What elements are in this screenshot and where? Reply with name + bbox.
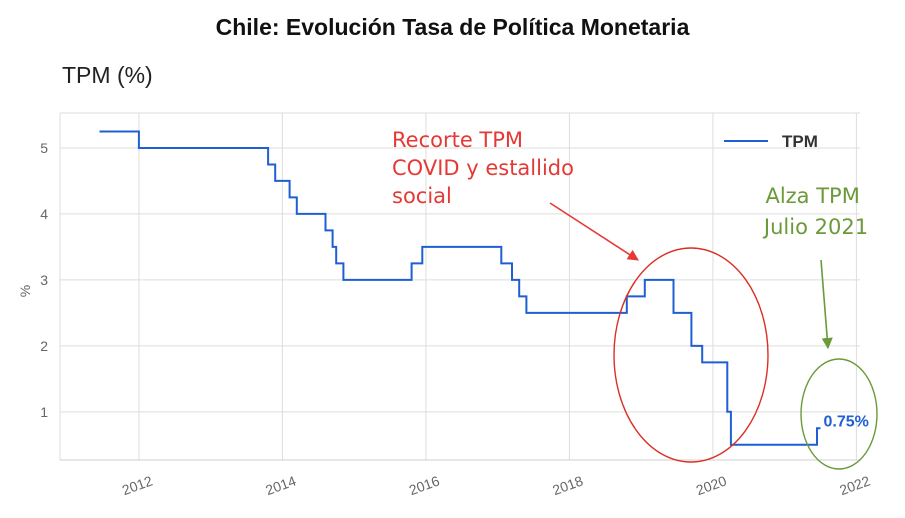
annotation-alza-ellipse	[800, 358, 878, 470]
series-line-tpm	[99, 130, 821, 446]
legend-label-tpm: TPM	[782, 132, 818, 151]
y-tick-label-5: 5	[40, 140, 48, 156]
y-tick-labels: 1 2 3 4 5	[40, 140, 48, 420]
annotation-covid-ellipse	[613, 247, 769, 463]
series-layer: 0.75%	[99, 130, 869, 446]
x-tick-label-2014: 2014	[263, 472, 298, 498]
y-gridlines	[60, 112, 860, 461]
x-tick-label-2022: 2022	[837, 472, 872, 498]
y-axis-label: %	[17, 285, 33, 297]
chart-subtitle: TPM (%)	[62, 62, 153, 88]
annotation-covid-line-2: COVID y estallido	[392, 156, 574, 180]
annotation-alza-text: Alza TPM Julio 2021	[762, 184, 868, 239]
annotation-covid-arrow	[549, 202, 639, 261]
x-tick-label-2012: 2012	[120, 472, 155, 498]
annotation-alza-arrow	[820, 259, 833, 350]
chart-title: Chile: Evolución Tasa de Política Moneta…	[215, 14, 690, 40]
annotation-alza-line-1: Alza TPM	[765, 184, 859, 208]
annotation-covid-line-3: social	[392, 184, 452, 208]
last-value-label: 0.75%	[824, 413, 869, 430]
x-tick-label-2016: 2016	[407, 472, 442, 498]
annotation-covid-text: Recorte TPM COVID y estallido social	[392, 128, 581, 208]
x-tick-labels: 2012 2014 2016 2018 2020 2022	[120, 472, 872, 498]
x-tick-label-2020: 2020	[694, 472, 729, 498]
annotation-alza-line-2: Julio 2021	[762, 215, 868, 239]
y-tick-label-2: 2	[40, 338, 48, 354]
x-gridlines	[59, 113, 857, 460]
y-tick-label-3: 3	[40, 272, 48, 288]
x-tick-label-2018: 2018	[550, 472, 585, 498]
y-tick-label-4: 4	[40, 206, 48, 222]
y-tick-label-1: 1	[40, 404, 48, 420]
annotation-covid-line-1: Recorte TPM	[392, 128, 523, 152]
